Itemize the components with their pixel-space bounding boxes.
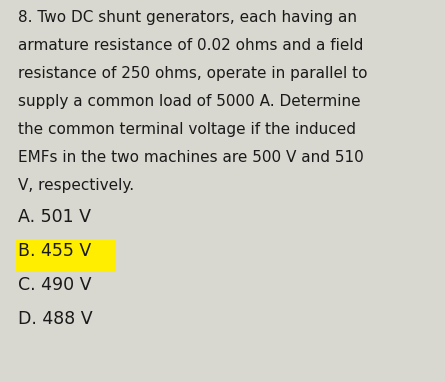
Text: 8. Two DC shunt generators, each having an: 8. Two DC shunt generators, each having … <box>18 10 357 25</box>
Text: resistance of 250 ohms, operate in parallel to: resistance of 250 ohms, operate in paral… <box>18 66 368 81</box>
Text: B. 455 V: B. 455 V <box>18 242 91 260</box>
Text: A. 501 V: A. 501 V <box>18 208 91 226</box>
Text: V, respectively.: V, respectively. <box>18 178 134 193</box>
Text: EMFs in the two machines are 500 V and 510: EMFs in the two machines are 500 V and 5… <box>18 150 364 165</box>
Text: the common terminal voltage if the induced: the common terminal voltage if the induc… <box>18 122 356 137</box>
Text: supply a common load of 5000 A. Determine: supply a common load of 5000 A. Determin… <box>18 94 360 109</box>
Text: armature resistance of 0.02 ohms and a field: armature resistance of 0.02 ohms and a f… <box>18 38 364 53</box>
Text: D. 488 V: D. 488 V <box>18 310 93 328</box>
Bar <box>15 239 115 271</box>
Text: C. 490 V: C. 490 V <box>18 276 92 294</box>
